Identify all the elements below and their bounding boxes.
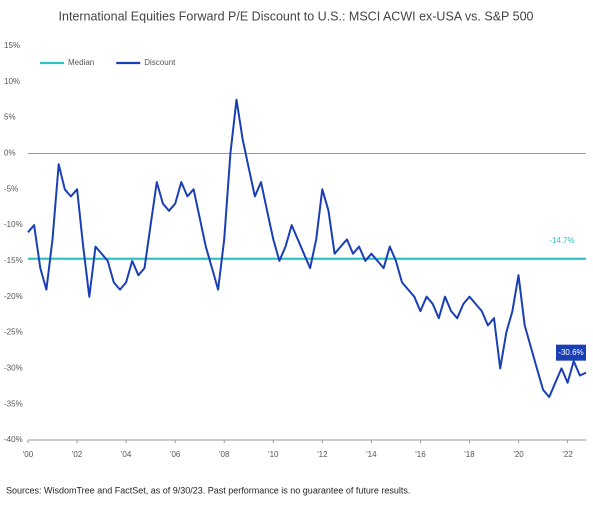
x-tick-label: '10: [268, 450, 279, 459]
y-tick-label: -40%: [4, 435, 23, 444]
x-tick-label: '02: [72, 450, 83, 459]
y-tick-label: -5%: [4, 184, 18, 193]
x-tick-label: '18: [464, 450, 475, 459]
x-tick-label: '04: [121, 450, 132, 459]
y-tick-label: 10%: [4, 77, 20, 86]
y-tick-label: -15%: [4, 256, 23, 265]
series-line: [27, 98, 587, 398]
x-tick-label: '00: [23, 450, 34, 459]
y-tick-label: 5%: [4, 113, 16, 122]
end-label: -30.6%: [558, 348, 583, 357]
source-note: Sources: WisdomTree and FactSet, as of 9…: [6, 485, 410, 495]
median-label: -14.7%: [549, 236, 574, 245]
legend-label: Discount: [144, 58, 176, 67]
legend-label: Median: [68, 58, 94, 67]
x-tick-label: '06: [170, 450, 181, 459]
y-tick-label: -35%: [4, 399, 23, 408]
y-tick-label: 0%: [4, 149, 16, 158]
x-tick-label: '08: [219, 450, 230, 459]
x-tick-label: '16: [415, 450, 426, 459]
y-tick-label: -25%: [4, 328, 23, 337]
y-tick-label: 15%: [4, 41, 20, 50]
y-tick-label: -10%: [4, 220, 23, 229]
x-tick-label: '20: [513, 450, 524, 459]
x-tick-label: '22: [562, 450, 573, 459]
x-tick-label: '12: [317, 450, 328, 459]
y-tick-label: -20%: [4, 292, 23, 301]
y-tick-label: -30%: [4, 363, 23, 372]
x-tick-label: '14: [366, 450, 377, 459]
end-label-box: [556, 344, 586, 361]
chart-title: International Equities Forward P/E Disco…: [59, 9, 534, 23]
